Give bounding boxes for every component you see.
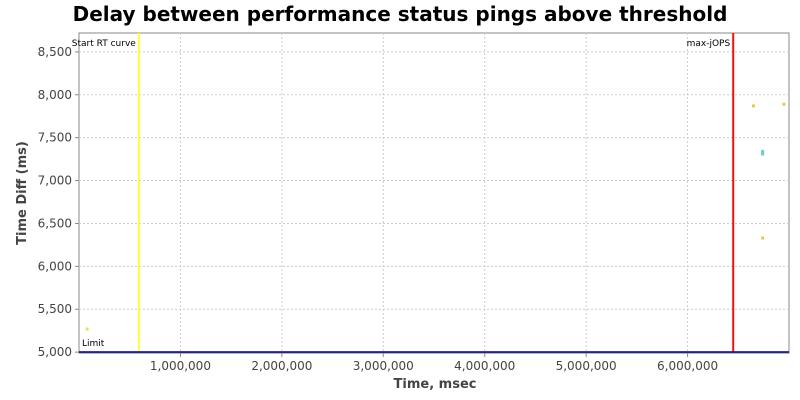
y-tick-label: 6,000: [38, 259, 72, 273]
y-axis-label: Time Diff (ms): [15, 141, 30, 245]
y-tick-label: 7,500: [38, 131, 72, 145]
x-tick-label: 4,000,000: [454, 359, 515, 373]
data-point: [761, 149, 765, 153]
x-tick-label: 6,000,000: [657, 359, 718, 373]
axis-ticks: 1,000,000 2,000,000 3,000,000 4,000,000 5,00…: [38, 45, 718, 373]
y-tick-label: 6,500: [38, 216, 72, 230]
x-tick-label: 2,000,000: [251, 359, 312, 373]
x-tick-label: 3,000,000: [353, 359, 414, 373]
x-tick-label: 5,000,000: [556, 359, 617, 373]
marker-label: max-jOPS: [687, 39, 731, 49]
y-tick-label: 8,500: [38, 45, 72, 59]
y-tick-label: 7,000: [38, 174, 72, 188]
x-tick-label: 1,000,000: [150, 359, 211, 373]
marker-label: Start RT curve: [72, 39, 136, 49]
x-axis-label: Time, msec: [394, 377, 477, 392]
data-point: [782, 102, 786, 106]
y-tick-label: 5,000: [38, 345, 72, 359]
chart-title: Delay between performance status pings a…: [73, 2, 728, 26]
y-tick-label: 8,000: [38, 88, 72, 102]
marker-lines: Start RT curve max-jOPS Limit: [72, 33, 789, 354]
data-point: [752, 104, 755, 108]
grid-lines: [79, 33, 789, 353]
data-point: [85, 327, 89, 331]
data-points: [85, 102, 786, 331]
data-point: [761, 236, 765, 240]
plot-area: [78, 32, 790, 354]
marker-label: Limit: [82, 339, 105, 349]
y-tick-label: 5,500: [38, 302, 72, 316]
data-point: [761, 152, 765, 156]
